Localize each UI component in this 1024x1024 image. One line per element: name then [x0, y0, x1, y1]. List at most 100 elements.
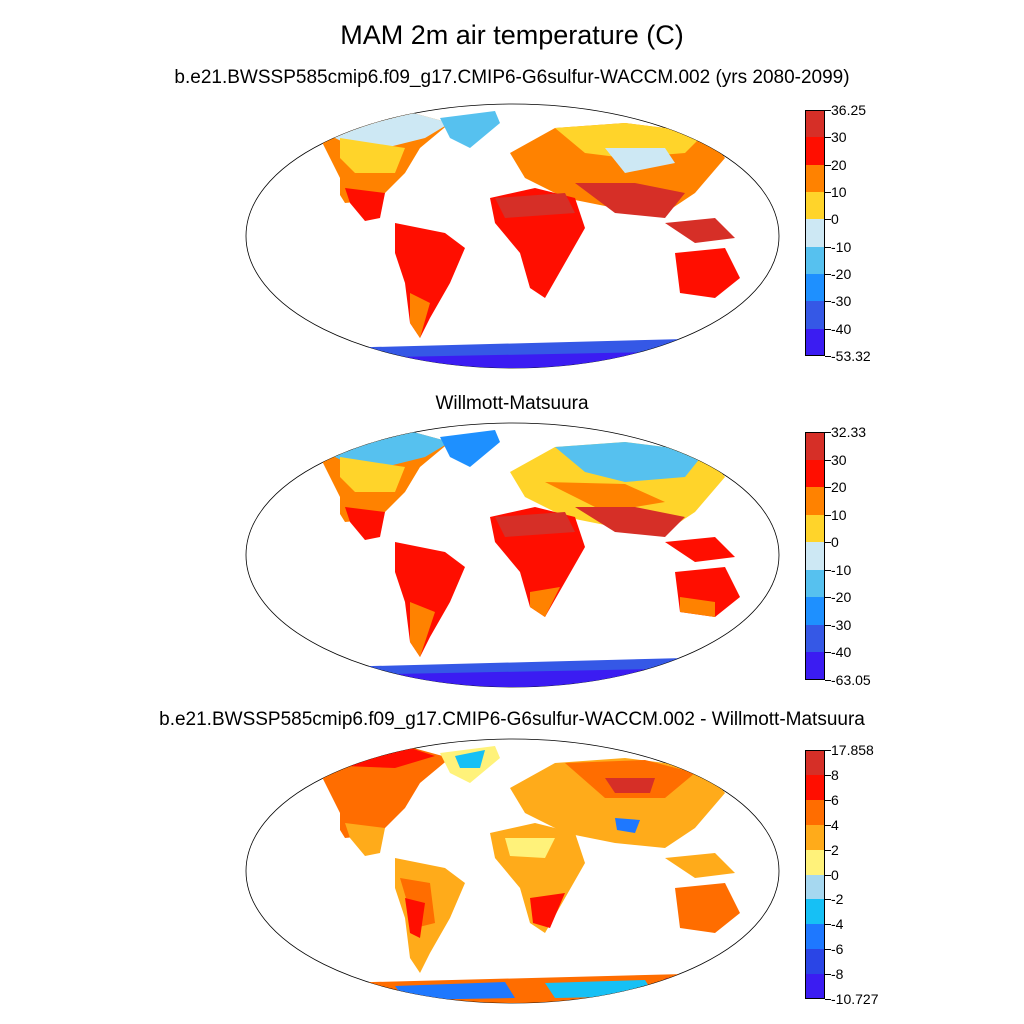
colorbar-swatch [805, 597, 825, 626]
colorbar-label: -53.32 [831, 348, 871, 364]
colorbar-label: -10.727 [831, 991, 879, 1007]
colorbar-swatch [805, 652, 825, 681]
colorbar-label: -4 [831, 916, 844, 933]
colorbar-swatch [805, 301, 825, 330]
colorbar-label: -2 [831, 891, 844, 908]
colorbar-tick [825, 597, 831, 599]
colorbar-swatch [805, 487, 825, 516]
colorbar-tick [825, 356, 831, 357]
colorbar-tick [825, 110, 831, 111]
colorbar-tick [825, 274, 831, 275]
figure-title: MAM 2m air temperature (C) [340, 20, 684, 50]
colorbar-label: 10 [831, 506, 847, 523]
colorbar-label: 0 [831, 866, 839, 883]
panel-1-map [245, 103, 780, 369]
colorbar-tick [825, 246, 831, 248]
colorbar-tick [825, 924, 831, 926]
panel-3-title: b.e21.BWSSP585cmip6.f09_g17.CMIP6-G6sulf… [159, 709, 865, 730]
colorbar-tick [825, 487, 831, 489]
colorbar-tick [825, 750, 831, 751]
panel-2-colorbar: 32.33 30 20 10 0 -10 -20 -30 -40 -63.05 [805, 424, 871, 688]
colorbar-swatch [805, 274, 825, 302]
colorbar-tick [825, 680, 831, 681]
colorbar-tick [825, 624, 831, 626]
panel-3-map [245, 738, 780, 1004]
colorbar-label: -10 [831, 561, 852, 578]
colorbar-label: 6 [831, 791, 839, 808]
colorbar-label: -40 [831, 644, 852, 661]
colorbar-swatch [805, 874, 825, 900]
colorbar-swatch [805, 949, 825, 975]
colorbar-label: 17.858 [831, 742, 874, 758]
colorbar-swatch [805, 459, 825, 488]
colorbar-tick [825, 192, 831, 193]
colorbar-tick [825, 899, 831, 901]
colorbar-tick [825, 999, 831, 1000]
colorbar-swatch [805, 110, 825, 138]
colorbar-tick [825, 799, 831, 801]
colorbar-label: 20 [831, 156, 847, 173]
colorbar-label: 2 [831, 841, 839, 858]
colorbar-label: 0 [831, 534, 839, 551]
colorbar-swatch [805, 774, 825, 801]
colorbar-label: 8 [831, 766, 839, 783]
colorbar-swatch [805, 164, 825, 193]
colorbar-swatch [805, 246, 825, 275]
colorbar-swatch [805, 799, 825, 826]
colorbar-swatch [805, 137, 825, 166]
colorbar-swatch [805, 542, 825, 571]
colorbar-label: 20 [831, 479, 847, 496]
panel-2-map [245, 422, 780, 688]
colorbar-tick [825, 164, 831, 166]
colorbar-swatch [805, 328, 825, 357]
panel-3-colorbar: 17.858 8 6 4 2 0 -2 -4 -6 -8 -10.727 [805, 742, 878, 1007]
colorbar-label: 36.25 [831, 102, 867, 118]
colorbar-swatch [805, 750, 825, 776]
panel-1-title: b.e21.BWSSP585cmip6.f09_g17.CMIP6-G6sulf… [174, 67, 850, 88]
panel-1-colorbar: 36.25 30 20 10 0 -10 -20 -30 -40 -53.32 [805, 102, 871, 364]
colorbar-label: -30 [831, 616, 852, 633]
colorbar-swatch [805, 899, 825, 925]
colorbar-label: 32.33 [831, 424, 867, 440]
colorbar-swatch [805, 569, 825, 598]
colorbar-label: 10 [831, 184, 847, 200]
colorbar-tick [825, 974, 831, 976]
colorbar-label: -6 [831, 941, 844, 958]
colorbar-tick [825, 328, 831, 330]
colorbar-tick [825, 432, 831, 433]
colorbar-tick [825, 459, 831, 461]
colorbar-tick [825, 849, 831, 851]
colorbar-swatch [805, 924, 825, 950]
colorbar-label: -20 [831, 589, 852, 606]
colorbar-tick [825, 301, 831, 303]
colorbar-swatch [805, 624, 825, 653]
colorbar-tick [825, 542, 831, 544]
colorbar-tick [825, 874, 831, 876]
colorbar-swatch [805, 974, 825, 1000]
colorbar-swatch [805, 824, 825, 851]
colorbar-tick [825, 824, 831, 826]
colorbar-label: -10 [831, 238, 852, 255]
colorbar-label: -30 [831, 293, 852, 310]
colorbar-label: -40 [831, 320, 852, 337]
colorbar-label: -8 [831, 966, 844, 983]
colorbar-tick [825, 569, 831, 571]
colorbar-tick [825, 514, 831, 516]
colorbar-tick [825, 949, 831, 951]
colorbar-tick [825, 137, 831, 139]
colorbar-label: 30 [831, 129, 847, 146]
colorbar-swatch [805, 219, 825, 248]
colorbar-label: 4 [831, 816, 839, 833]
colorbar-tick [825, 219, 831, 221]
colorbar-tick [825, 652, 831, 654]
colorbar-tick [825, 774, 831, 776]
colorbar-swatch [805, 192, 825, 220]
colorbar-swatch [805, 849, 825, 875]
colorbar-label: 30 [831, 451, 847, 468]
colorbar-swatch [805, 432, 825, 461]
colorbar-label: 0 [831, 211, 839, 228]
panel-2-title: Willmott-Matsuura [435, 393, 589, 414]
colorbar-swatch [805, 514, 825, 543]
colorbar-label: -20 [831, 266, 852, 282]
colorbar-label: -63.05 [831, 672, 871, 688]
